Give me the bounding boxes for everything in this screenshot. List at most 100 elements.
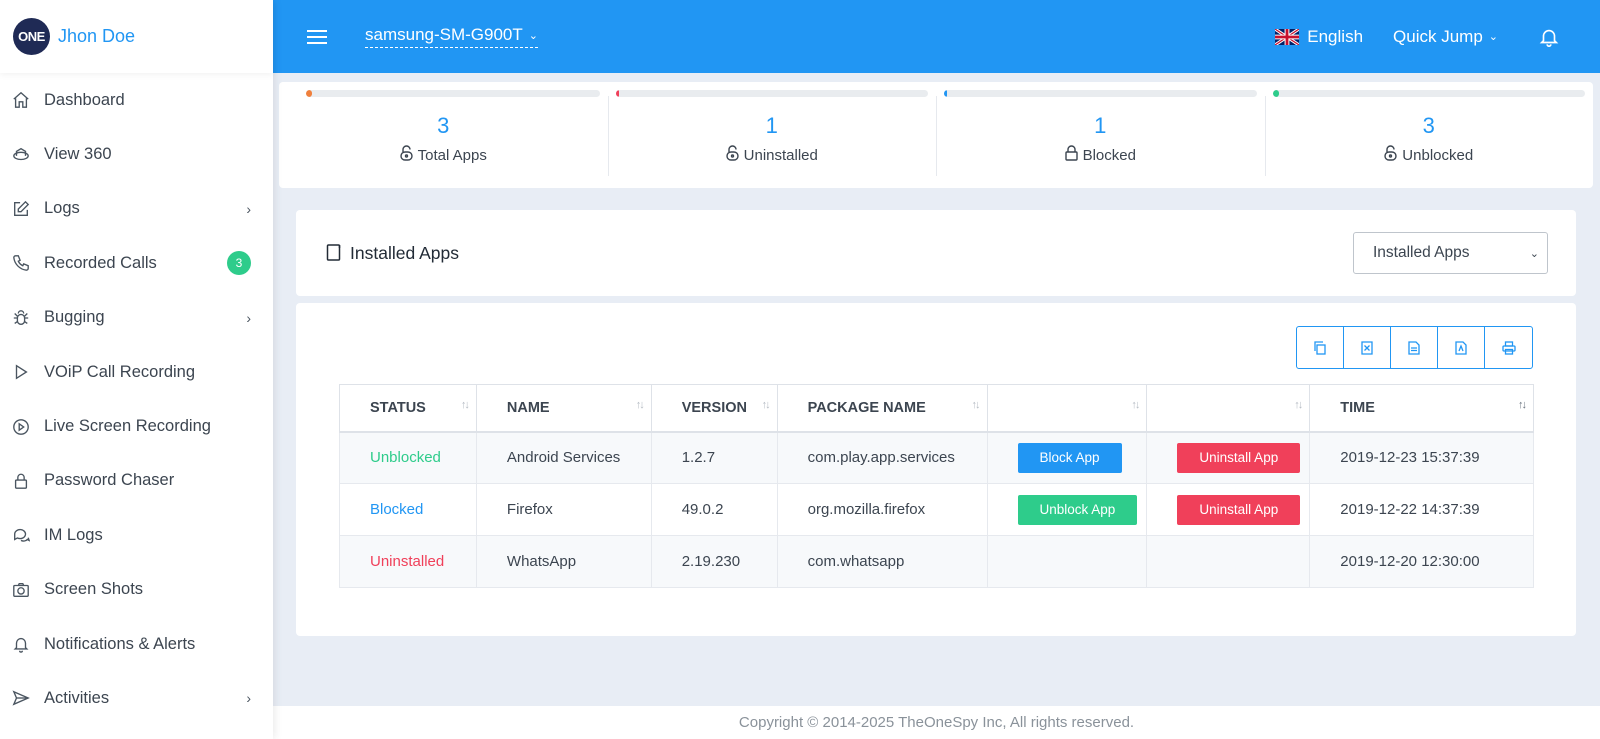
column-header-status[interactable]: STATUS ↑↓ <box>339 384 477 433</box>
export-toolbar <box>1296 326 1533 369</box>
package-cell: com.whatsapp <box>776 535 988 588</box>
version-cell: 49.0.2 <box>650 483 778 536</box>
quick-jump-dropdown[interactable]: Quick Jump ⌄ <box>1393 27 1498 47</box>
chevron-down-icon: ⌄ <box>528 29 538 42</box>
sidebar-item-label: Activities <box>44 688 110 707</box>
app-filter-select[interactable]: Installed Apps ⌄ <box>1353 232 1548 274</box>
time-cell: 2019-12-22 14:37:39 <box>1309 483 1534 536</box>
print-button[interactable] <box>1485 327 1532 368</box>
sidebar-item-view-360[interactable]: View 360 <box>0 127 273 181</box>
version-cell: 1.2.7 <box>650 431 778 484</box>
sidebar-nav: Dashboard View 360 Logs › Recorded Calls 3 Bug… <box>0 73 273 726</box>
column-header-time[interactable]: TIME ↑↓ <box>1309 384 1534 433</box>
sidebar-item-label: IM Logs <box>44 525 103 544</box>
sidebar-item-dashboard[interactable]: Dashboard <box>0 73 273 127</box>
view360-icon <box>10 144 32 166</box>
package-cell: org.mozilla.firefox <box>776 483 988 536</box>
sidebar-item-label: Logs <box>44 199 80 218</box>
csv-icon <box>1408 340 1420 355</box>
play-circle-icon <box>10 416 32 438</box>
uninstall-app-button[interactable]: Uninstall App <box>1177 442 1301 473</box>
send-icon <box>10 687 32 709</box>
stat-progress-bar <box>1272 90 1585 97</box>
edit-icon <box>10 198 32 220</box>
column-header-action-5[interactable]: ↑↓ <box>1146 384 1311 433</box>
column-header-action-4[interactable]: ↑↓ <box>986 384 1148 433</box>
stat-progress-bar <box>615 90 928 97</box>
column-header-package-name[interactable]: PACKAGE NAME ↑↓ <box>776 384 988 433</box>
lock-icon <box>1064 145 1078 165</box>
unblock-app-button[interactable]: Unblock App <box>1017 494 1138 525</box>
language-selector[interactable]: English <box>1275 27 1363 47</box>
table-header-row: STATUS ↑↓ NAME ↑↓ VERSION ↑↓ PACKAGE NAME ↑↓ ↑↓ ↑… <box>339 384 1534 433</box>
notification-bell-icon[interactable] <box>1538 25 1560 49</box>
sidebar-item-notifications-alerts[interactable]: Notifications & Alerts <box>0 617 273 671</box>
sidebar: ONE Jhon Doe Dashboard View 360 Logs › Recor… <box>0 0 273 739</box>
sidebar-item-activities[interactable]: Activities › <box>0 671 273 725</box>
chevron-down-icon: ⌄ <box>1529 247 1539 260</box>
camera-icon <box>10 579 32 601</box>
sidebar-item-label: Bugging <box>44 308 105 327</box>
sort-icon: ↑↓ <box>971 399 981 411</box>
chevron-right-icon: › <box>246 200 251 217</box>
stat-total-apps: 3 Total Apps <box>279 82 608 188</box>
chevron-right-icon: › <box>246 309 251 326</box>
copy-icon <box>1314 340 1326 355</box>
uninstall-app-button[interactable]: Uninstall App <box>1177 494 1301 525</box>
stats-panel: 3 Total Apps 1 Uninstalled 1 Blocked 3 Unblocke… <box>279 82 1593 188</box>
column-header-name[interactable]: NAME ↑↓ <box>475 384 652 433</box>
brand-logo[interactable]: ONE <box>13 18 50 55</box>
brand: ONE Jhon Doe <box>0 0 273 73</box>
sort-icon: ↑↓ <box>635 399 645 411</box>
copy-button[interactable] <box>1297 327 1344 368</box>
apps-table: STATUS ↑↓ NAME ↑↓ VERSION ↑↓ PACKAGE NAME ↑↓ ↑↓ ↑… <box>339 384 1534 588</box>
installed-apps-header: Installed Apps Installed Apps ⌄ <box>296 210 1576 296</box>
status-cell: Uninstalled <box>339 535 477 588</box>
stat-value: 3 <box>437 113 450 138</box>
sidebar-item-password-chaser[interactable]: Password Chaser <box>0 454 273 508</box>
sidebar-item-voip-call-recording[interactable]: VOiP Call Recording <box>0 345 273 399</box>
action-cell <box>986 535 1148 588</box>
column-header-label: STATUS <box>370 399 426 416</box>
home-icon <box>10 89 32 111</box>
sidebar-item-live-screen-recording[interactable]: Live Screen Recording <box>0 399 273 453</box>
uninstall-cell: Uninstall App <box>1146 483 1311 536</box>
sidebar-item-im-logs[interactable]: IM Logs <box>0 508 273 562</box>
stat-progress-bar <box>944 90 1257 97</box>
sidebar-item-label: VOiP Call Recording <box>44 362 196 381</box>
sort-icon: ↑↓ <box>761 399 771 411</box>
version-cell: 2.19.230 <box>650 535 778 588</box>
user-name[interactable]: Jhon Doe <box>58 26 136 46</box>
action-cell: Block App <box>986 431 1148 484</box>
sidebar-item-label: Recorded Calls <box>44 253 157 272</box>
status-text: Unblocked <box>370 449 441 467</box>
sidebar-item-label: View 360 <box>44 145 112 164</box>
menu-toggle-icon[interactable] <box>307 26 327 48</box>
excel-button[interactable] <box>1344 327 1391 368</box>
chat-icon <box>10 524 32 546</box>
column-header-version[interactable]: VERSION ↑↓ <box>650 384 778 433</box>
sidebar-item-logs[interactable]: Logs › <box>0 182 273 236</box>
stat-uninstalled: 1 Uninstalled <box>607 82 937 188</box>
pdf-button[interactable] <box>1438 327 1485 368</box>
sidebar-item-screen-shots[interactable]: Screen Shots <box>0 563 273 617</box>
block-app-button[interactable]: Block App <box>1017 442 1122 473</box>
table-row: Unblocked Android Services 1.2.7 com.play.a… <box>339 431 1534 484</box>
action-cell: Unblock App <box>986 483 1148 536</box>
device-selector[interactable]: samsung-SM-G900T ⌄ <box>365 25 538 48</box>
bell-icon <box>10 633 32 655</box>
sort-icon: ↑↓ <box>1518 399 1527 411</box>
sidebar-item-bugging[interactable]: Bugging › <box>0 291 273 345</box>
sidebar-item-recorded-calls[interactable]: Recorded Calls 3 <box>0 236 273 290</box>
sidebar-item-label: Notifications & Alerts <box>44 634 196 653</box>
sidebar-item-label: Dashboard <box>44 90 125 109</box>
print-icon <box>1501 340 1516 355</box>
uninstall-cell: Uninstall App <box>1146 431 1311 484</box>
panel-title: Installed Apps <box>326 243 459 264</box>
stat-value: 3 <box>1422 113 1435 138</box>
stat-label: Total Apps <box>279 145 608 165</box>
column-header-label: VERSION <box>681 399 747 416</box>
phone-icon <box>10 252 32 274</box>
csv-button[interactable] <box>1391 327 1438 368</box>
sort-icon: ↑↓ <box>1294 399 1303 411</box>
